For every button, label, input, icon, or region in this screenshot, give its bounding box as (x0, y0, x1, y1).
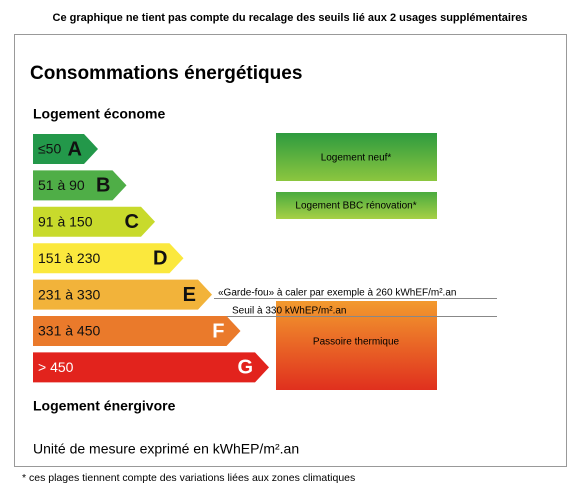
class-range: 91 à 150 (38, 214, 93, 230)
class-range: ≤50 (38, 141, 61, 157)
class-arrow (33, 206, 155, 237)
class-range: 51 à 90 (38, 177, 85, 193)
box-passoire-label: Passoire thermique (313, 337, 400, 348)
box-neuf (276, 133, 437, 181)
box-neuf-label: Logement neuf* (321, 153, 392, 164)
box-passoire (276, 301, 437, 390)
class-letter: F (212, 320, 224, 342)
class-arrow (33, 134, 98, 164)
class-arrow (33, 352, 269, 383)
frame (14, 34, 567, 467)
class-letter: B (96, 175, 110, 197)
class-range: > 450 (38, 359, 74, 375)
top-label: Logement économe (33, 106, 165, 122)
class-letter: G (237, 357, 253, 379)
class-range: 151 à 230 (38, 250, 100, 266)
header-note: Ce graphique ne tient pas compte du reca… (53, 12, 528, 24)
class-bars: ≤50 A 51 à 90 B 91 à 150 C 151 à 230 D 231 à 330… (33, 134, 269, 383)
class-range: 331 à 450 (38, 323, 100, 339)
class-letter: C (125, 211, 139, 233)
class-arrow (33, 170, 127, 201)
class-letter: A (68, 138, 82, 160)
unit: Unité de mesure exprimé en kWhEP/m².an (33, 441, 299, 457)
seuil-label: Seuil à 330 kWhEP/m².an (232, 306, 347, 317)
class-arrow (33, 243, 184, 274)
class-arrow (33, 316, 241, 346)
box-bbc-label: Logement BBC rénovation* (295, 201, 416, 212)
garde-fou-label: «Garde-fou» à caler par exemple à 260 kW… (218, 288, 456, 299)
footnote: * ces plages tiennent compte des variati… (22, 472, 355, 484)
title: Consommations énergétiques (30, 63, 302, 84)
class-range: 231 à 330 (38, 286, 100, 302)
bottom-label: Logement énergivore (33, 398, 176, 414)
class-arrow (33, 279, 212, 310)
class-letter: D (153, 247, 167, 269)
class-letter: E (183, 284, 196, 306)
box-bbc (276, 192, 437, 219)
